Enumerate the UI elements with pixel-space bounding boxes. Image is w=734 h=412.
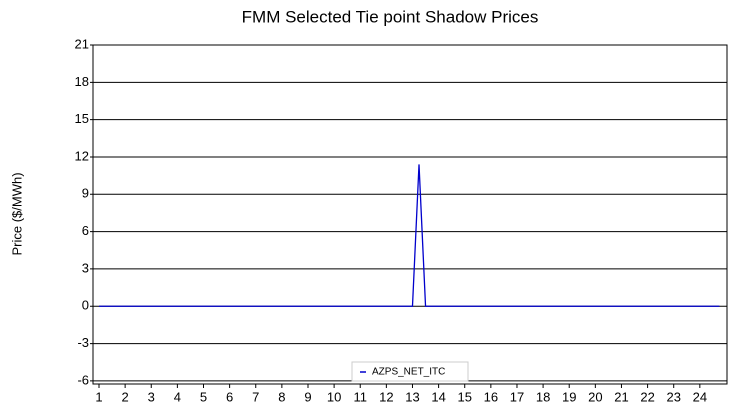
y-tick-label: 0: [82, 298, 89, 313]
chart-title: FMM Selected Tie point Shadow Prices: [242, 7, 539, 26]
x-tick-label: 17: [510, 389, 524, 404]
y-tick-label: -3: [77, 335, 89, 350]
x-tick-label: 23: [666, 389, 680, 404]
x-tick-label: 21: [614, 389, 628, 404]
x-tick-label: 16: [484, 389, 498, 404]
x-tick-label: 2: [122, 389, 129, 404]
y-tick-label: 18: [75, 74, 89, 89]
y-tick-label: 6: [82, 223, 89, 238]
x-tick-label: 24: [693, 389, 707, 404]
x-tick-label: 9: [304, 389, 311, 404]
x-tick-label: 5: [200, 389, 207, 404]
legend-label: AZPS_NET_ITC: [372, 367, 445, 378]
x-tick-label: 7: [252, 389, 259, 404]
x-tick-label: 15: [457, 389, 471, 404]
y-tick-label: -6: [77, 372, 89, 387]
x-tick-label: 4: [174, 389, 181, 404]
x-tick-label: 8: [278, 389, 285, 404]
x-tick-label: 18: [536, 389, 550, 404]
legend-box: [351, 361, 469, 382]
x-tick-label: 19: [562, 389, 576, 404]
x-tick-label: 20: [588, 389, 602, 404]
y-tick-label: 12: [75, 148, 89, 163]
y-axis-label: Price ($/MWh): [9, 172, 24, 255]
x-tick-label: 22: [640, 389, 654, 404]
data-line: [99, 164, 720, 307]
y-tick-label: 21: [75, 36, 89, 51]
plot-area: [92, 44, 728, 385]
x-tick-label: 13: [405, 389, 419, 404]
x-tick-label: 14: [431, 389, 445, 404]
x-tick-label: 6: [226, 389, 233, 404]
y-tick-label: 15: [75, 111, 89, 126]
x-tick-label: 1: [95, 389, 102, 404]
y-tick-label: 9: [82, 186, 89, 201]
y-tick-label: 3: [82, 260, 89, 275]
x-tick-label: 10: [327, 389, 341, 404]
x-tick-label: 3: [148, 389, 155, 404]
x-tick-label: 12: [379, 389, 393, 404]
x-tick-label: 11: [353, 389, 367, 404]
